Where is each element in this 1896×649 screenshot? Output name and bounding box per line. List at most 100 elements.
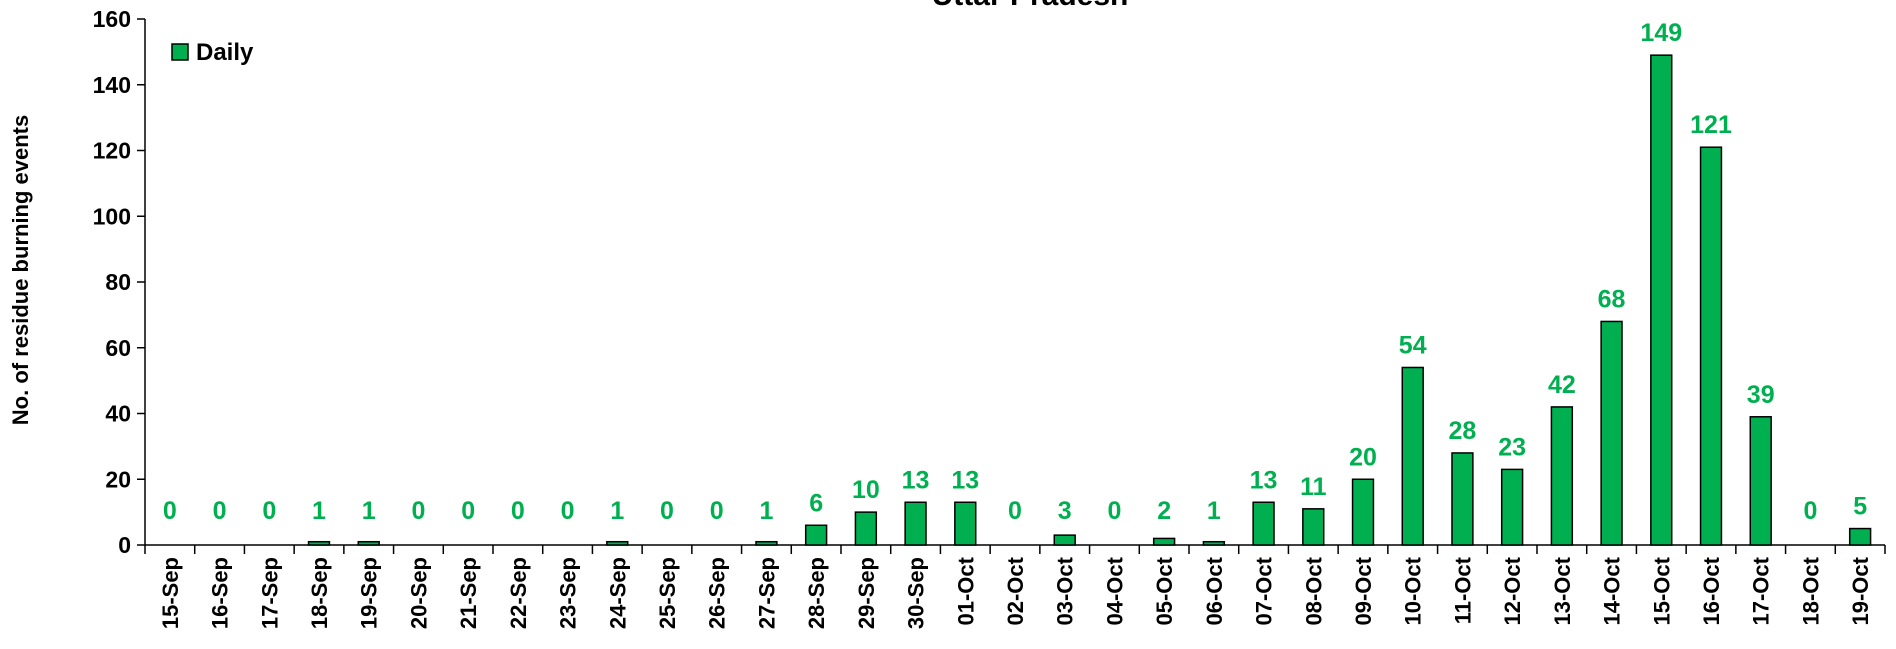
y-tick-label: 40 <box>105 401 131 427</box>
data-label: 149 <box>1640 19 1682 47</box>
data-label: 11 <box>1300 473 1327 501</box>
bar <box>1699 146 1723 546</box>
data-label: 20 <box>1349 443 1377 471</box>
x-tick-label: 18-Oct <box>1798 556 1823 625</box>
x-tick-label: 01-Oct <box>953 556 978 625</box>
bar <box>1650 54 1673 546</box>
bar <box>854 511 878 546</box>
x-tick-label: 16-Oct <box>1699 556 1724 625</box>
data-label: 0 <box>461 497 475 525</box>
x-tick-label: 14-Oct <box>1600 556 1625 625</box>
y-axis: 0 20 40 60 80 100 120 140 160 <box>93 6 146 558</box>
bar <box>1500 468 1524 546</box>
data-label: 13 <box>951 466 979 494</box>
data-label: 0 <box>411 497 425 525</box>
data-label: 0 <box>163 497 177 525</box>
data-label: 13 <box>1250 466 1278 494</box>
bar <box>606 540 629 546</box>
data-label: 1 <box>610 497 624 525</box>
data-label: 1 <box>312 497 326 525</box>
x-tick-label: 16-Sep <box>208 557 233 629</box>
data-label: 23 <box>1498 433 1526 461</box>
legend-label: Daily <box>196 39 254 66</box>
data-label: 0 <box>660 497 674 525</box>
x-tick-label: 17-Sep <box>257 557 282 629</box>
bar <box>1152 537 1176 546</box>
x-tick-label: 17-Oct <box>1749 556 1774 625</box>
x-tick-label: 13-Oct <box>1550 556 1575 625</box>
y-tick-label: 160 <box>93 6 131 32</box>
bar <box>1351 478 1375 546</box>
x-tick-label: 12-Oct <box>1500 556 1525 625</box>
x-tick-label: 29-Sep <box>854 557 879 629</box>
y-tick-label: 100 <box>93 203 131 229</box>
data-label: 10 <box>852 476 880 504</box>
data-label: 0 <box>511 497 525 525</box>
bar <box>1401 366 1424 546</box>
data-label: 6 <box>809 489 823 517</box>
data-label: 39 <box>1747 381 1775 409</box>
x-tick-label: 15-Oct <box>1649 556 1674 625</box>
x-tick-label: 27-Sep <box>754 557 779 629</box>
chart-title: Uttar Pradesh <box>932 0 1129 12</box>
data-label: 0 <box>213 497 227 525</box>
bar <box>1550 406 1574 546</box>
bar <box>1302 508 1325 546</box>
y-tick-label: 140 <box>93 72 131 98</box>
bar <box>1451 452 1474 546</box>
data-label: 0 <box>561 497 575 525</box>
x-tick-label: 06-Oct <box>1202 556 1227 625</box>
x-tick-label: 20-Sep <box>406 557 431 629</box>
data-label: 0 <box>262 497 276 525</box>
data-label: 1 <box>1207 497 1221 525</box>
x-tick-label: 09-Oct <box>1351 556 1376 625</box>
x-tick-label: 05-Oct <box>1152 556 1177 625</box>
y-tick-label: 20 <box>105 466 131 492</box>
data-label: 5 <box>1853 493 1867 521</box>
x-tick-label: 11-Oct <box>1450 556 1475 624</box>
data-label: 1 <box>362 497 376 525</box>
bar <box>1202 540 1226 546</box>
data-label: 0 <box>710 497 724 525</box>
data-label: 0 <box>1008 497 1022 525</box>
data-label: 42 <box>1548 371 1576 399</box>
x-tick-label: 23-Sep <box>556 557 581 629</box>
data-label: 0 <box>1803 497 1817 525</box>
x-tick-label: 02-Oct <box>1003 556 1028 625</box>
x-tick-label: 03-Oct <box>1053 556 1078 625</box>
data-label: 2 <box>1157 497 1171 525</box>
x-tick-label: 04-Oct <box>1102 556 1127 625</box>
x-tick-label: 28-Sep <box>804 557 829 629</box>
data-label: 13 <box>902 466 930 494</box>
x-tick-label: 21-Sep <box>456 557 481 629</box>
bar <box>307 540 331 546</box>
y-tick-label: 80 <box>105 269 131 295</box>
bar <box>357 540 380 546</box>
data-label: 121 <box>1690 111 1732 139</box>
bar <box>954 501 977 546</box>
x-tick-label: 30-Sep <box>904 557 929 629</box>
x-tick-label: 15-Sep <box>158 557 183 629</box>
data-label: 28 <box>1449 417 1477 445</box>
bar <box>755 540 778 546</box>
x-tick-label: 10-Oct <box>1401 556 1426 625</box>
data-label: 0 <box>1107 497 1121 525</box>
data-label: 54 <box>1399 331 1427 359</box>
legend: Daily <box>171 39 254 66</box>
x-tick-label: 26-Sep <box>705 557 730 629</box>
data-label: 1 <box>759 497 773 525</box>
x-tick-label: 19-Oct <box>1848 556 1873 625</box>
bar <box>904 501 927 546</box>
data-labels: 0 0 0 1 1 0 0 0 0 1 0 0 1 6 10 13 130 3 0 2 113 1120542823426… <box>163 19 1867 525</box>
data-label: 3 <box>1058 497 1072 525</box>
bar <box>1252 501 1275 546</box>
bar <box>1848 527 1872 546</box>
x-tick-label: 08-Oct <box>1301 556 1326 625</box>
x-tick-label: 18-Sep <box>307 557 332 629</box>
bar <box>1600 320 1623 546</box>
bar <box>1053 534 1076 546</box>
bar <box>1749 416 1772 546</box>
x-tick-label: 25-Sep <box>655 557 680 629</box>
x-tick-label: 24-Sep <box>605 557 630 629</box>
